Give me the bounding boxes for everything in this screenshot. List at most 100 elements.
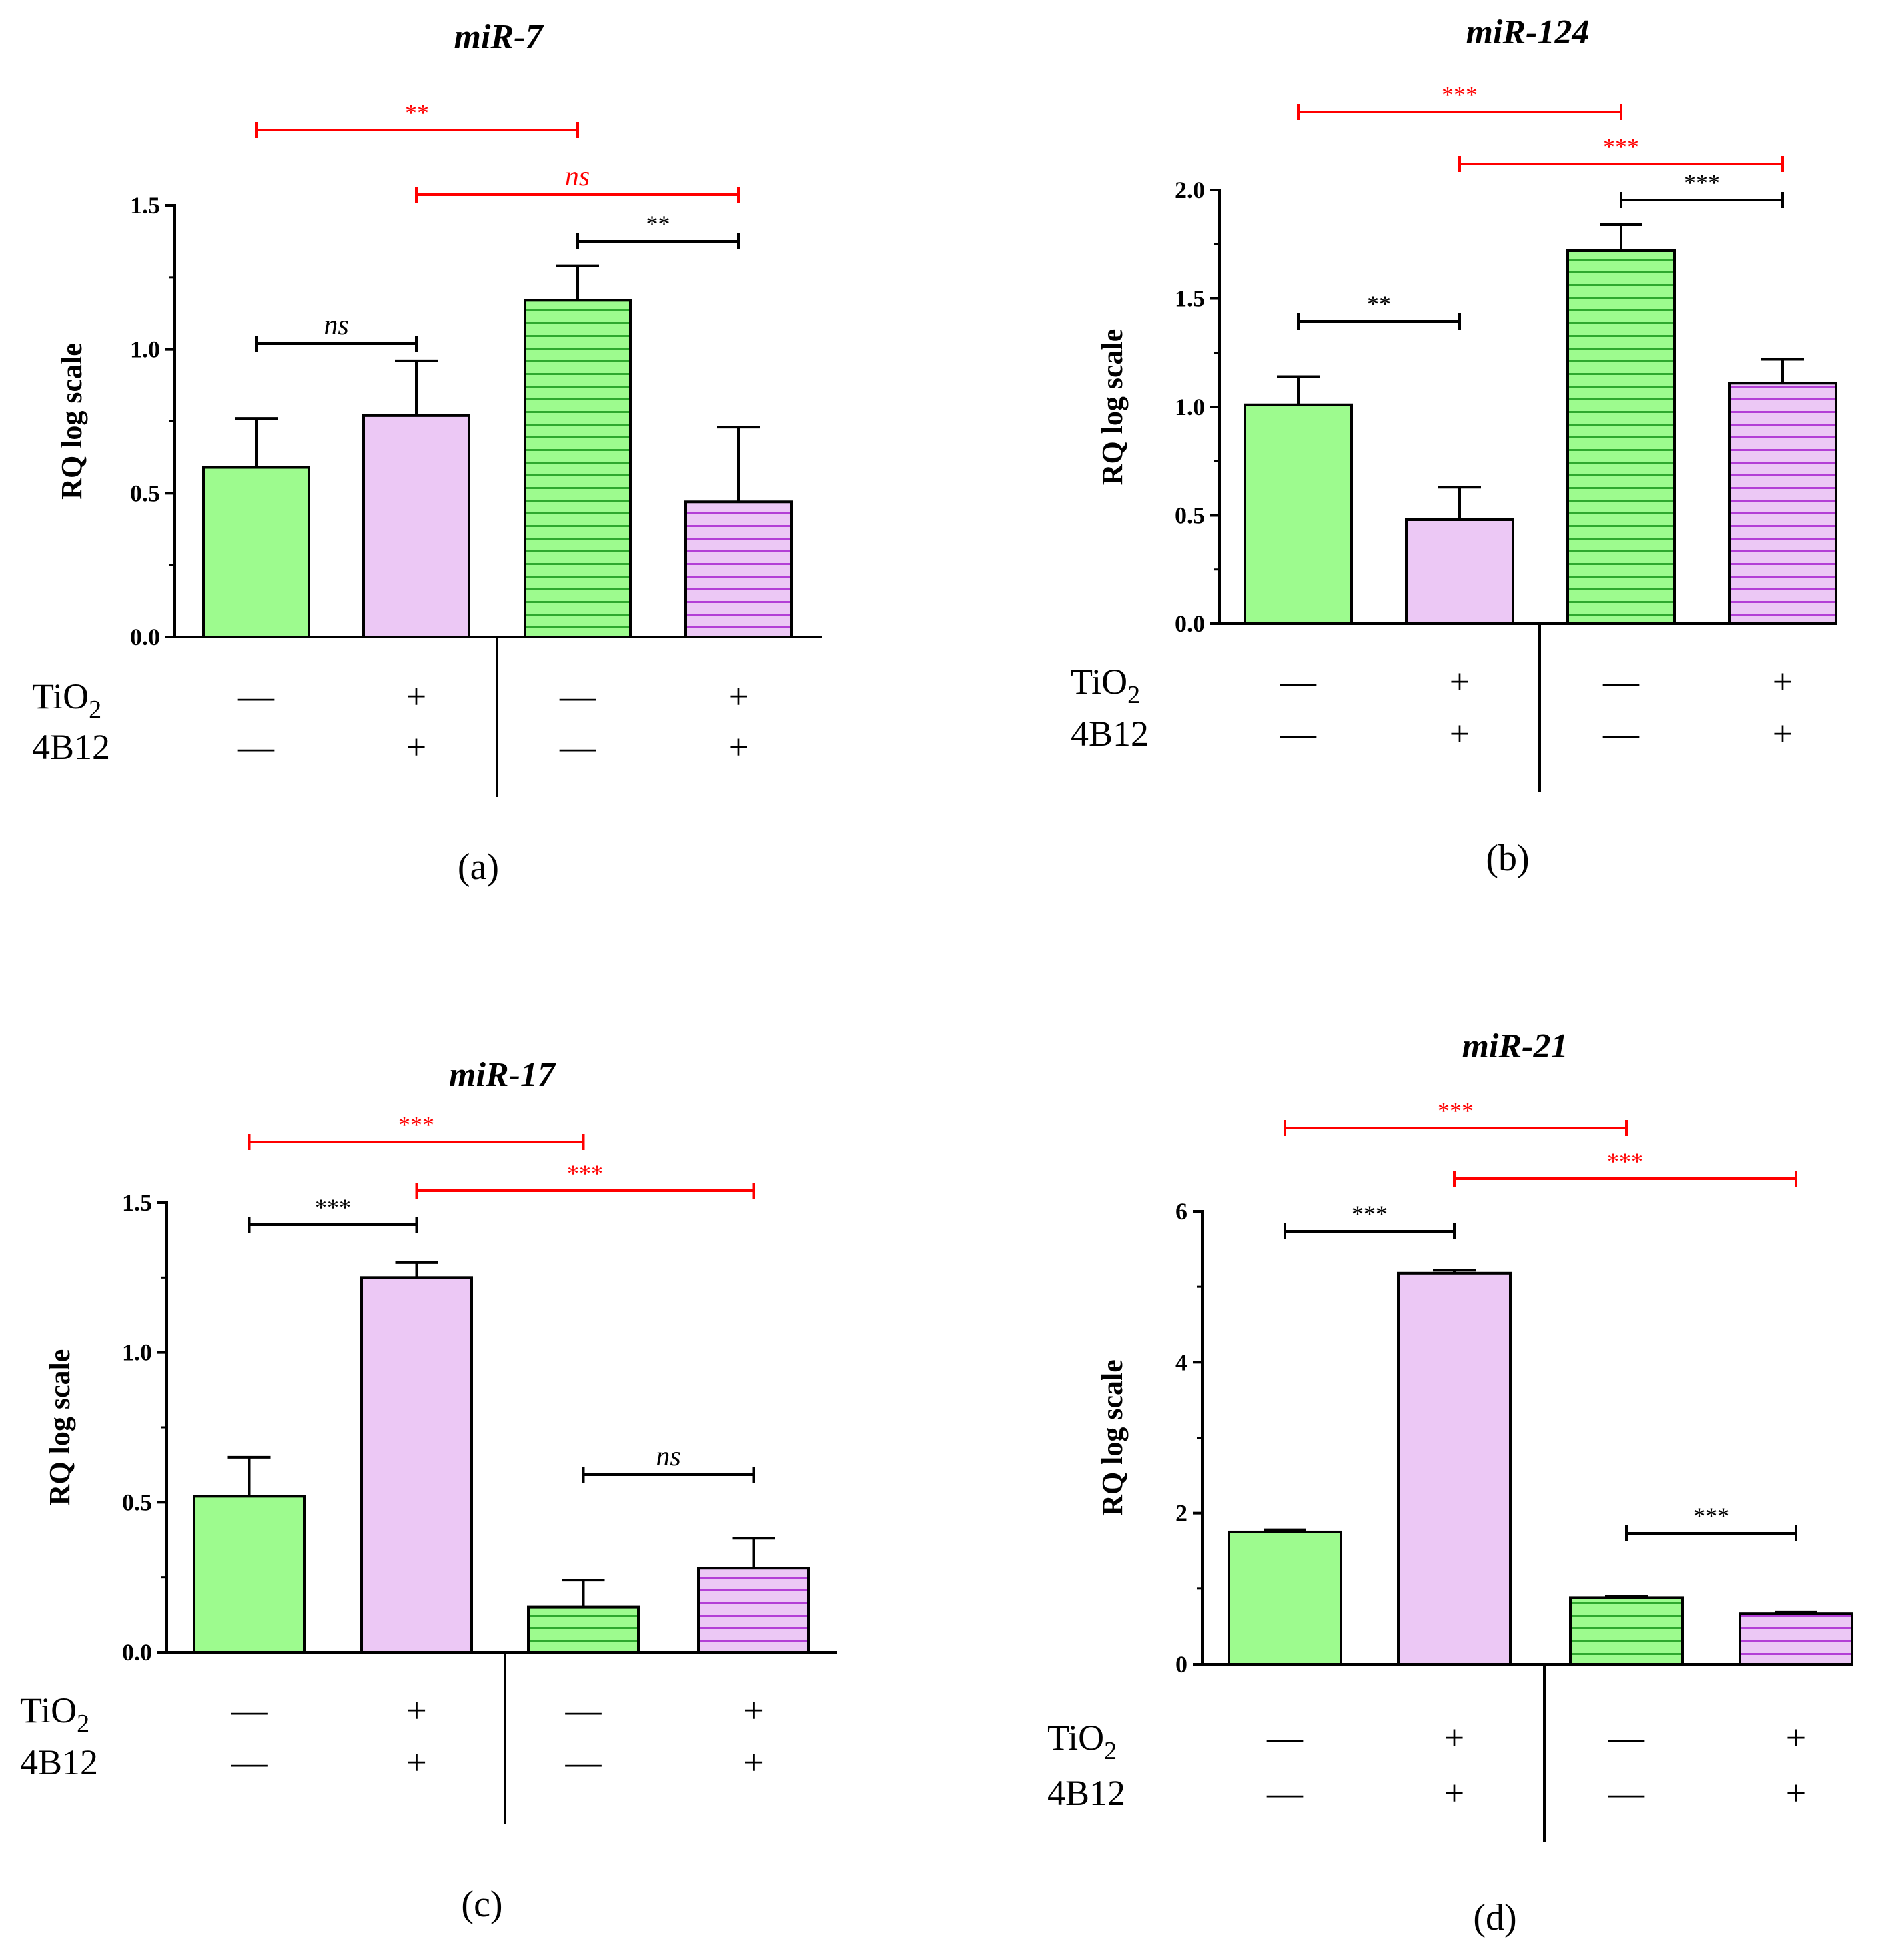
treatment-minus: —	[1602, 714, 1640, 754]
y-tick-label: 1.5	[122, 1189, 152, 1216]
y-tick-label: 0.5	[1175, 502, 1205, 529]
significance-bracket: ***	[1625, 1503, 1797, 1541]
bar	[1244, 403, 1353, 625]
treatment-minus: —	[565, 1690, 602, 1730]
y-tick-label: 1.5	[1175, 285, 1205, 312]
y-tick-label: 0.0	[130, 624, 160, 650]
y-tick-label: 0.5	[122, 1489, 152, 1515]
bar	[1566, 249, 1676, 625]
significance-bracket: ***	[1458, 133, 1784, 172]
significance-bracket: ***	[248, 1194, 418, 1233]
treatment-minus: —	[1608, 1773, 1645, 1813]
bar	[1397, 1271, 1512, 1666]
bar	[527, 1605, 640, 1654]
treatment-plus: +	[406, 1742, 426, 1782]
treatment-plus: +	[1773, 662, 1793, 702]
panel-label: (a)	[458, 846, 499, 888]
treatment-plus: +	[1444, 1773, 1464, 1813]
treatment-plus: +	[406, 1690, 426, 1730]
significance-bracket: ns	[582, 1441, 755, 1483]
chart-title: miR-124	[1466, 13, 1590, 51]
y-tick-label: 6	[1175, 1198, 1187, 1225]
row-label-tio2: TiO2	[1071, 662, 1140, 709]
treatment-plus: +	[1450, 714, 1470, 754]
significance-label: ns	[656, 1441, 680, 1472]
significance-bracket: ***	[1297, 81, 1622, 120]
treatment-plus: +	[729, 727, 749, 767]
treatment-plus: +	[1773, 714, 1793, 754]
significance-bracket: ***	[1284, 1201, 1456, 1239]
significance-label: ***	[1438, 1097, 1474, 1124]
treatment-minus: —	[231, 1742, 268, 1782]
y-axis-label: RQ log scale	[55, 343, 88, 500]
treatment-minus: —	[1280, 714, 1317, 754]
y-tick-label: 0	[1175, 1651, 1187, 1678]
significance-bracket: **	[1297, 291, 1461, 330]
treatment-minus: —	[231, 1690, 268, 1730]
treatment-minus: —	[1266, 1718, 1304, 1758]
treatment-plus: +	[1444, 1718, 1464, 1758]
y-tick-label: 0.0	[1175, 610, 1205, 637]
bar	[1405, 518, 1514, 625]
bar	[202, 466, 310, 638]
significance-label: ***	[1352, 1201, 1388, 1227]
y-tick-label: 1.0	[130, 336, 160, 363]
row-label-subscript: 2	[1104, 1737, 1117, 1765]
y-tick-label: 2	[1175, 1500, 1187, 1527]
y-tick-label: 2.0	[1175, 177, 1205, 203]
panel-label: (d)	[1473, 1897, 1516, 1938]
significance-bracket: ***	[415, 1160, 755, 1199]
row-label-4b12: 4B12	[32, 727, 110, 767]
bar	[1739, 1612, 1853, 1666]
treatment-plus: +	[729, 676, 749, 716]
chart-panel-4: miR-21 0 2 4 6 RQ log scale *** *** *** *** TiO2 4B…	[1047, 1027, 1853, 1938]
row-label-tio2: TiO2	[1047, 1718, 1117, 1765]
significance-label: ***	[315, 1194, 351, 1221]
treatment-plus: +	[1450, 662, 1470, 702]
bar	[360, 1276, 473, 1654]
significance-label: **	[405, 99, 429, 126]
treatment-minus: —	[559, 727, 596, 767]
row-label-tio2: TiO2	[20, 1690, 89, 1738]
chart-title: miR-7	[454, 18, 544, 56]
bar	[193, 1495, 306, 1654]
treatment-minus: —	[1608, 1718, 1645, 1758]
y-axis-label: RQ log scale	[43, 1349, 76, 1506]
significance-bracket: **	[255, 99, 579, 138]
y-tick-label: 1.0	[1175, 394, 1205, 420]
treatment-plus: +	[406, 727, 426, 767]
chart-title: miR-17	[449, 1056, 556, 1094]
y-tick-label: 4	[1175, 1349, 1187, 1375]
treatment-minus: —	[559, 676, 596, 716]
treatment-plus: +	[1786, 1718, 1806, 1758]
significance-bracket: ***	[1284, 1097, 1628, 1136]
y-tick-label: 1.5	[130, 192, 160, 219]
significance-label: **	[646, 211, 670, 237]
significance-label: ***	[1693, 1503, 1729, 1529]
significance-label: ns	[565, 161, 590, 192]
row-label-tio2: TiO2	[32, 676, 101, 724]
treatment-plus: +	[1786, 1773, 1806, 1813]
significance-label: ***	[398, 1111, 434, 1138]
y-tick-label: 0.0	[122, 1639, 152, 1666]
row-label-subscript: 2	[1127, 681, 1140, 709]
bar	[1228, 1530, 1342, 1666]
panels-layer: miR-7 0.0 0.5 1.0 1.5 RQ log scale ns ** ns ** TiO…	[20, 13, 1853, 1938]
row-label-subscript: 2	[89, 696, 101, 724]
row-label-4b12: 4B12	[1071, 714, 1149, 754]
bar	[1728, 382, 1837, 625]
significance-bracket: ns	[415, 161, 740, 203]
y-axis-label: RQ log scale	[1096, 1359, 1129, 1516]
treatment-minus: —	[565, 1742, 602, 1782]
panel-label: (c)	[461, 1884, 502, 1925]
significance-bracket: **	[576, 211, 740, 249]
significance-label: ***	[1607, 1148, 1643, 1175]
row-label-subscript: 2	[77, 1710, 89, 1738]
row-label-4b12: 4B12	[20, 1742, 98, 1782]
chart-title: miR-21	[1462, 1027, 1568, 1065]
row-label-4b12: 4B12	[1047, 1773, 1125, 1813]
significance-label: ***	[1684, 169, 1720, 196]
treatment-plus: +	[743, 1690, 763, 1730]
